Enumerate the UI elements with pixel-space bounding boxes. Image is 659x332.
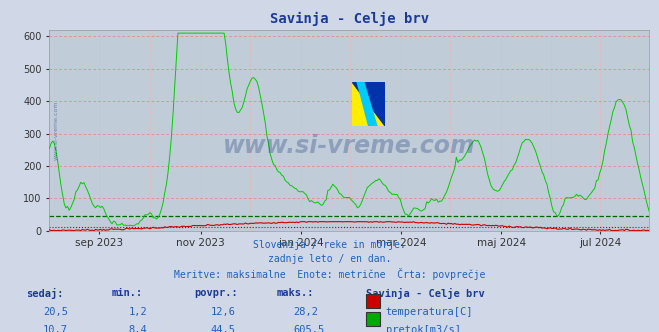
Text: 8,4: 8,4 xyxy=(129,325,147,332)
FancyBboxPatch shape xyxy=(366,312,380,326)
Text: Slovenija / reke in morje.: Slovenija / reke in morje. xyxy=(253,240,406,250)
Text: www.si-vreme.com: www.si-vreme.com xyxy=(223,134,476,158)
Text: maks.:: maks.: xyxy=(277,288,314,298)
Text: pretok[m3/s]: pretok[m3/s] xyxy=(386,325,461,332)
Text: 20,5: 20,5 xyxy=(43,307,68,317)
Text: 10,7: 10,7 xyxy=(43,325,68,332)
Text: povpr.:: povpr.: xyxy=(194,288,238,298)
Text: Savinja - Celje brv: Savinja - Celje brv xyxy=(366,288,484,299)
Text: 12,6: 12,6 xyxy=(211,307,236,317)
Text: 28,2: 28,2 xyxy=(293,307,318,317)
Text: 605,5: 605,5 xyxy=(293,325,324,332)
Text: temperatura[C]: temperatura[C] xyxy=(386,307,473,317)
FancyBboxPatch shape xyxy=(366,294,380,308)
Text: 1,2: 1,2 xyxy=(129,307,147,317)
Text: www.si-vreme.com: www.si-vreme.com xyxy=(54,101,59,160)
Text: Meritve: maksimalne  Enote: metrične  Črta: povprečje: Meritve: maksimalne Enote: metrične Črta… xyxy=(174,268,485,280)
Text: min.:: min.: xyxy=(112,288,143,298)
Title: Savinja - Celje brv: Savinja - Celje brv xyxy=(270,12,429,26)
Text: 44,5: 44,5 xyxy=(211,325,236,332)
Text: zadnje leto / en dan.: zadnje leto / en dan. xyxy=(268,254,391,264)
Text: sedaj:: sedaj: xyxy=(26,288,64,299)
